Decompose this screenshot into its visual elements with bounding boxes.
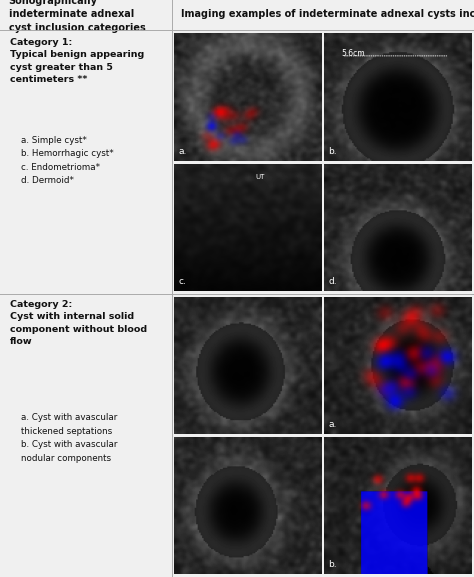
- Text: 5.6cm: 5.6cm: [342, 49, 365, 58]
- Text: a. Simple cyst*
    b. Hemorrhagic cyst*
    c. Endometrioma*
    d. Dermoid*: a. Simple cyst* b. Hemorrhagic cyst* c. …: [10, 136, 114, 185]
- Text: a.: a.: [328, 419, 337, 429]
- Text: b.: b.: [328, 147, 337, 156]
- Text: c.: c.: [178, 278, 186, 286]
- Text: Imaging examples of indeterminate adnexal cysts included in this study: Imaging examples of indeterminate adnexa…: [181, 9, 474, 20]
- Text: a.: a.: [178, 147, 187, 156]
- Text: b.: b.: [328, 560, 337, 569]
- Text: a. Cyst with avascular
    thickened septations
    b. Cyst with avascular
    n: a. Cyst with avascular thickened septati…: [10, 413, 118, 463]
- Text: Sonographically
indeterminate adnexal
cyst inclusion categories: Sonographically indeterminate adnexal cy…: [9, 0, 146, 33]
- Text: Category 2:
Cyst with internal solid
component without blood
flow: Category 2: Cyst with internal solid com…: [10, 300, 147, 346]
- Text: Category 1:
Typical benign appearing
cyst greater than 5
centimeters **: Category 1: Typical benign appearing cys…: [10, 38, 145, 84]
- Text: d.: d.: [328, 278, 337, 286]
- Text: UT: UT: [255, 174, 264, 180]
